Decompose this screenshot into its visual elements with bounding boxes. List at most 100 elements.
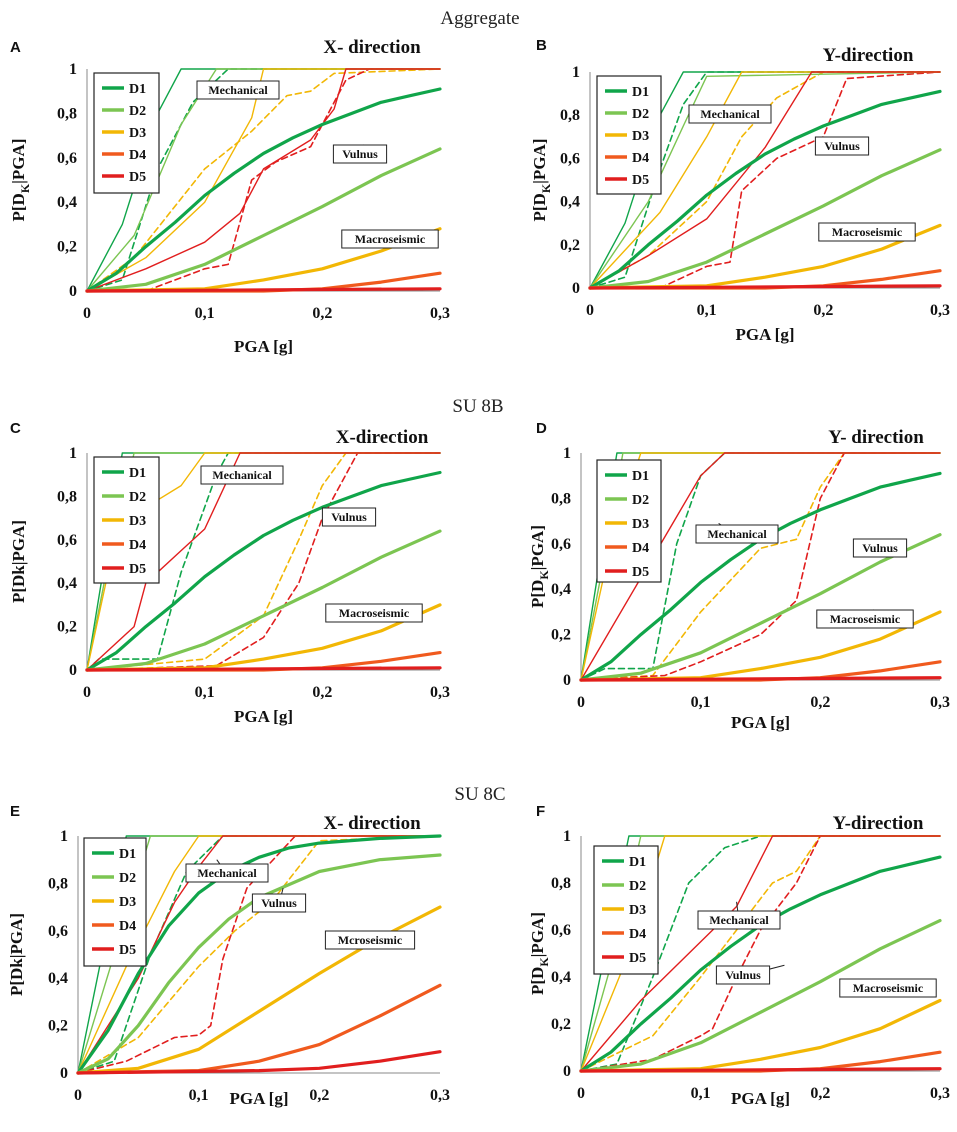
y-tick-label: 0 (563, 1063, 571, 1080)
y-tick-label: 0,4 (551, 581, 571, 598)
y-tick-label: 0,8 (551, 875, 571, 892)
series-macroseismic-d2 (85, 529, 442, 672)
y-tick-label: 0,8 (57, 105, 77, 122)
panel-d: D Y- direction 0 0,2 0,4 0,6 0,8 1 0 0,1 0,2 0,3 PGA… (528, 420, 950, 732)
annotation-label: Macroseismic (830, 612, 901, 626)
annotation-box (324, 930, 416, 950)
legend-label: D4 (629, 927, 646, 942)
legend-label: D1 (129, 466, 146, 481)
series-vulnus-d5 (77, 835, 441, 1074)
annotation-box (332, 144, 388, 164)
annotation-label: Vulnus (331, 510, 367, 524)
series-macroseismic-d2 (588, 148, 942, 290)
panel-f: F Y-direction 0 0,2 0,4 0,6 0,8 1 0 0,1 0,2 0,3 PGA … (528, 803, 950, 1108)
y-tick-label: 0,6 (560, 150, 580, 167)
x-axis-label: PGA [g] (731, 713, 790, 732)
series-vulnus-d1 (77, 835, 441, 1074)
y-tick-label: 0,8 (551, 490, 571, 507)
annotation-box (715, 965, 771, 985)
legend-label: D2 (632, 493, 649, 508)
annotation-label: Mechanical (707, 527, 767, 541)
panel-title: X- direction (323, 813, 421, 834)
annotation-label: Vulnus (725, 968, 761, 982)
legend-label: D3 (632, 517, 649, 532)
annotation-box (185, 863, 269, 883)
y-tick-label: 1 (60, 828, 68, 845)
legend-label: D3 (129, 514, 146, 529)
y-tick-label: 0,8 (48, 875, 68, 892)
x-tick-label: 0,2 (312, 684, 332, 701)
legend-label: D3 (629, 903, 646, 918)
y-tick-label: 0 (69, 662, 77, 679)
x-tick-label: 0 (74, 1087, 82, 1104)
y-tick-label: 0,4 (57, 575, 77, 592)
legend: D1 D2 D3 D4 D5 (596, 75, 662, 195)
panel-c: C X-direction 0 0,2 0,4 0,6 0,8 1 0 0,1 0,2 0,3 PGA … (9, 420, 450, 726)
legend-label: D4 (119, 919, 136, 934)
y-tick-label: 0,2 (48, 1018, 68, 1035)
x-axis-label: PGA [g] (229, 1089, 288, 1108)
series-mechanical-d2 (589, 71, 941, 289)
legend-label: D3 (632, 129, 649, 144)
y-tick-label: 0,8 (560, 107, 580, 124)
panel-label: F (536, 803, 545, 820)
series-vulnus-d3 (86, 68, 441, 292)
annotation-label: Vulnus (261, 896, 297, 910)
y-tick-label: 0,6 (57, 150, 77, 167)
annotation-box (341, 229, 439, 249)
x-axis-label: PGA [g] (234, 707, 293, 726)
legend-label: D3 (119, 895, 136, 910)
series-mechanical-d5 (589, 71, 941, 289)
series-macroseismic-d2 (85, 147, 442, 293)
x-tick-label: 0,3 (430, 684, 450, 701)
legend-label: D2 (129, 104, 146, 119)
legend-label: D1 (632, 469, 649, 484)
series-vulnus-d5 (580, 452, 941, 681)
series-mechanical-d5 (580, 452, 941, 681)
y-tick-label: 1 (563, 828, 571, 845)
x-axis-label: PGA [g] (731, 1089, 790, 1108)
legend-label: D2 (629, 879, 646, 894)
series-mechanical-d3 (589, 71, 941, 289)
series-macroseismic-d1 (588, 89, 942, 290)
series-macroseismic-d5 (85, 666, 442, 672)
legend: D1 D2 D3 D4 D5 (93, 456, 160, 584)
x-tick-label: 0,2 (810, 694, 830, 711)
legend-label: D4 (129, 148, 146, 163)
panel-title: Y-direction (823, 45, 914, 66)
series-macroseismic-d5 (76, 1050, 442, 1075)
x-tick-label: 0 (577, 694, 585, 711)
x-tick-label: 0,1 (195, 684, 215, 701)
series-macroseismic-d5 (579, 1067, 942, 1073)
y-tick-label: 0,6 (551, 536, 571, 553)
panel-e: E X- direction 0 0,2 0,4 0,6 0,8 1 0 0,1 0,2 0,3 PGA… (7, 803, 450, 1108)
legend-label: D5 (632, 565, 649, 580)
x-tick-label: 0,1 (691, 1085, 711, 1102)
annotation-label: Mcroseismic (338, 933, 403, 947)
legend: D1 D2 D3 D4 D5 (93, 72, 160, 194)
x-tick-label: 0,2 (312, 305, 332, 322)
annotation-label: Mechanical (197, 866, 257, 880)
series-mechanical-d5 (86, 452, 441, 671)
legend-label: D5 (129, 562, 146, 577)
legend-label: D5 (629, 951, 646, 966)
legend-label: D3 (129, 126, 146, 141)
legend-label: D1 (632, 85, 649, 100)
section-title-su8b: SU 8B (452, 396, 503, 417)
panel-label: C (10, 420, 21, 437)
y-tick-label: 0,6 (551, 922, 571, 939)
panel-title: X-direction (336, 427, 429, 448)
y-tick-label: 0 (60, 1065, 68, 1082)
series-macroseismic-d2 (579, 918, 942, 1073)
x-tick-label: 0,1 (195, 305, 215, 322)
series-mechanical-d5 (86, 68, 441, 292)
panel-b: B Y-direction 0 0,2 0,4 0,6 0,8 1 0 0,1 0,2 0,3 PGA … (530, 37, 950, 344)
panel-a: A X- direction 0 0,2 0,4 0,6 0,8 1 0 0,1 0,2 0,3 PGA… (9, 37, 450, 356)
annotation-box (325, 603, 423, 623)
x-tick-label: 0,2 (810, 1085, 830, 1102)
series-group (588, 71, 942, 290)
panel-label: E (10, 803, 20, 820)
y-tick-label: 0,2 (57, 619, 77, 636)
x-tick-label: 0,1 (189, 1087, 209, 1104)
panel-title: X- direction (323, 37, 421, 58)
